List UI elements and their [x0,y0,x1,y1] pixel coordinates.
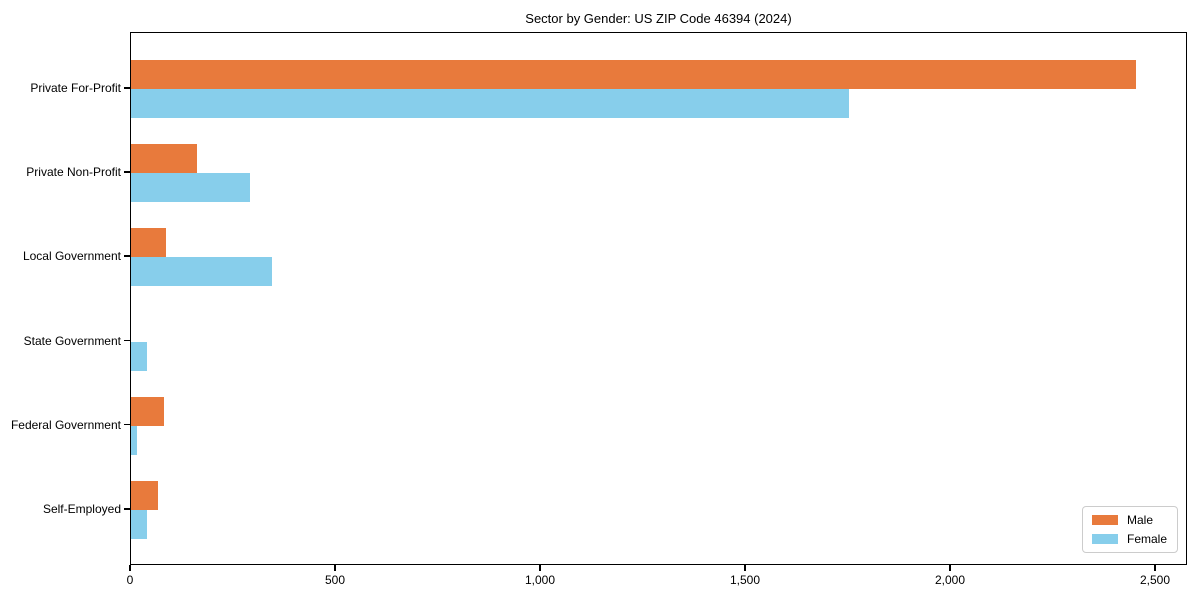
y-tick-mark [124,423,130,426]
chart-title: Sector by Gender: US ZIP Code 46394 (202… [525,11,792,26]
y-tick-mark [124,171,130,173]
y-axis-label-local-government: Local Government [22,249,121,264]
bar-female-federal-government [131,425,138,455]
legend-swatch-male [1091,515,1118,525]
bar-female-state-government [131,341,148,371]
legend: Male Female [1081,506,1178,553]
bar-female-self-employed [131,510,148,539]
x-tick-label-500: 500 [324,573,346,587]
plot-area: Male Female [130,32,1187,565]
y-axis-label-self-employed: Self-Employed [42,502,121,516]
y-axis-label-state-government: State Government [23,333,121,348]
x-tick-label-1-000: 1,000 [524,573,556,587]
y-axis-label-private-for-profit: Private For-Profit [30,81,121,95]
x-tick-mark [334,565,336,571]
bar-male-local-government [131,228,166,258]
x-tick-mark [129,565,131,571]
bar-female-private-non-profit [131,173,250,203]
bar-male-federal-government [131,396,164,426]
x-tick-mark [949,565,951,571]
bar-male-self-employed [131,481,158,510]
legend-entry-female: Female [1091,532,1167,546]
legend-swatch-female [1091,534,1118,544]
y-axis-label-private-non-profit: Private Non-Profit [26,165,121,180]
x-tick-label-0: 0 [126,573,134,587]
y-axis-label-federal-government: Federal Government [10,417,121,432]
y-tick-mark [124,255,130,257]
legend-entry-male: Male [1091,513,1167,527]
y-tick-mark [124,87,130,89]
bar-female-private-for-profit [131,89,849,118]
y-tick-mark [124,339,130,342]
x-tick-label-2-500: 2,500 [1139,573,1171,587]
bar-male-private-for-profit [131,60,1136,89]
x-tick-mark [1154,565,1156,571]
legend-label-female: Female [1126,532,1167,546]
x-tick-label-1-500: 1,500 [729,573,761,587]
x-tick-mark [539,565,541,571]
legend-label-male: Male [1126,513,1153,527]
bar-male-private-non-profit [131,144,197,174]
bar-female-local-government [131,257,273,287]
x-tick-label-2-000: 2,000 [934,573,966,587]
y-tick-mark [124,508,130,510]
x-tick-mark [744,565,746,571]
